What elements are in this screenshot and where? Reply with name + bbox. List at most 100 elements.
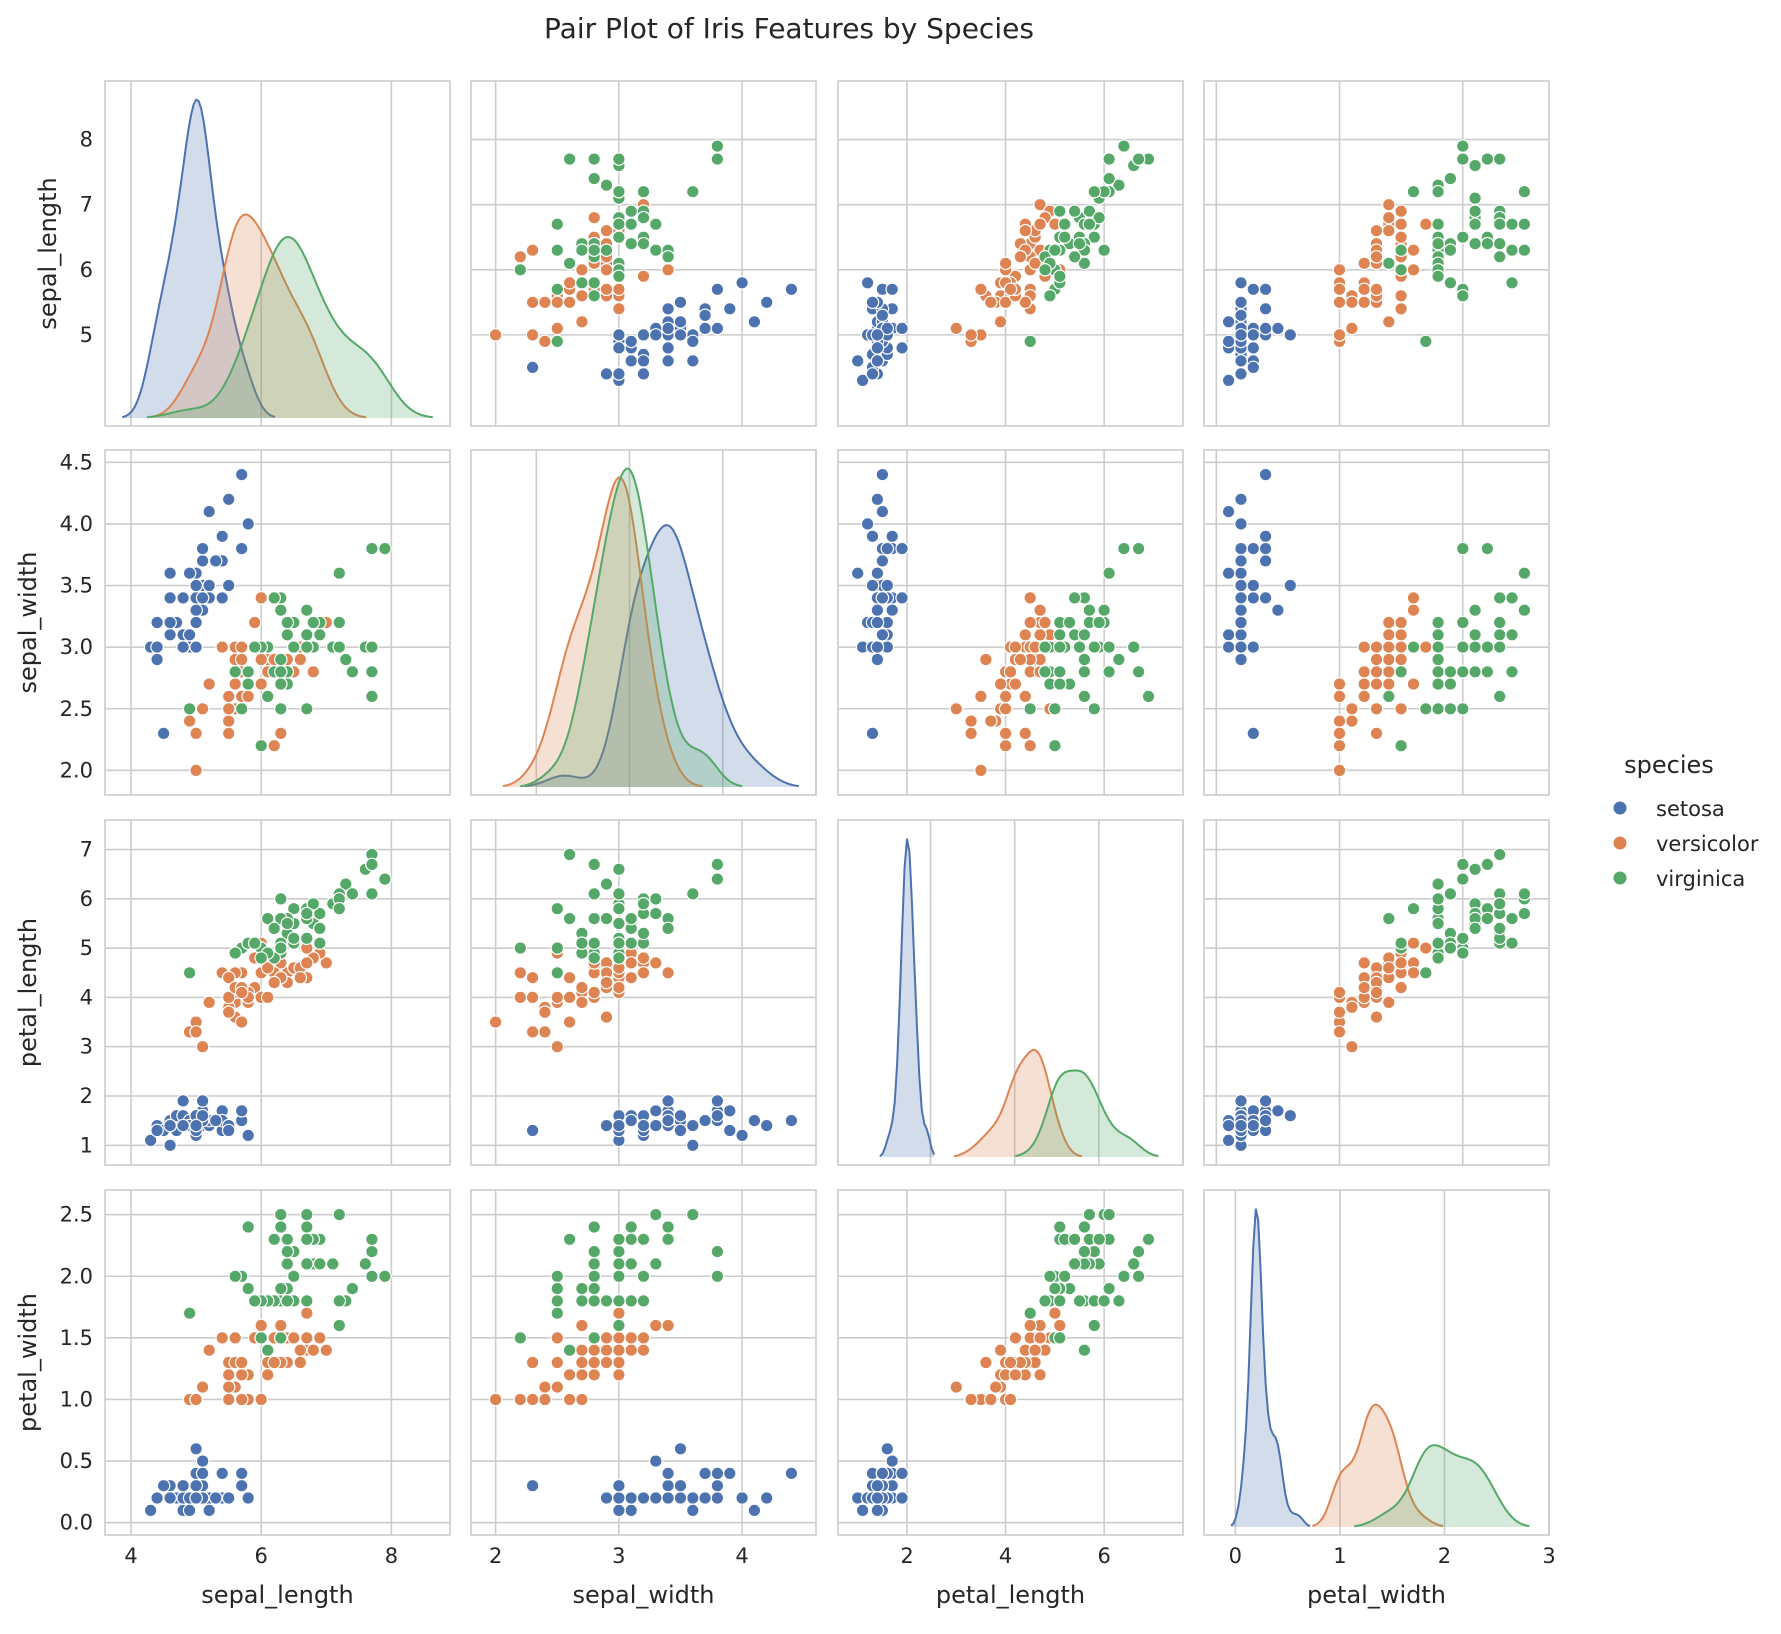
point-setosa bbox=[1221, 373, 1236, 388]
point-setosa bbox=[698, 308, 712, 323]
point-versicolor bbox=[1008, 640, 1023, 654]
point-virginica bbox=[1492, 640, 1507, 654]
panel-petal_length-vs-sepal_length: 1 2 3 4 5 6 7 petal_length bbox=[14, 819, 451, 1166]
point-versicolor bbox=[221, 1392, 236, 1407]
point-versicolor bbox=[293, 1355, 308, 1370]
x-tick-label: 0 bbox=[1229, 1544, 1242, 1568]
point-setosa bbox=[648, 1491, 663, 1505]
point-versicolor bbox=[993, 314, 1008, 329]
point-virginica bbox=[1468, 640, 1482, 654]
point-setosa bbox=[195, 554, 210, 568]
point-virginica bbox=[1097, 603, 1111, 617]
point-versicolor bbox=[254, 591, 269, 605]
point-virginica bbox=[599, 911, 614, 926]
point-virginica bbox=[1102, 1281, 1116, 1296]
point-versicolor bbox=[1345, 714, 1359, 728]
point-virginica bbox=[1082, 603, 1097, 617]
point-virginica bbox=[1077, 256, 1092, 271]
x-tick-label: 6 bbox=[1097, 1544, 1110, 1568]
point-setosa bbox=[156, 726, 171, 741]
point-virginica bbox=[1443, 701, 1458, 716]
point-versicolor bbox=[234, 1368, 249, 1382]
point-virginica bbox=[1468, 627, 1482, 642]
point-virginica bbox=[338, 877, 353, 891]
point-versicolor bbox=[1369, 1010, 1384, 1024]
point-versicolor bbox=[624, 956, 638, 970]
point-versicolor bbox=[234, 652, 249, 667]
point-setosa bbox=[176, 1094, 190, 1108]
point-setosa bbox=[1271, 1104, 1285, 1118]
point-versicolor bbox=[312, 1331, 327, 1345]
point-versicolor bbox=[587, 1368, 601, 1382]
point-virginica bbox=[1431, 640, 1445, 654]
point-setosa bbox=[176, 591, 190, 605]
point-setosa bbox=[710, 321, 725, 336]
point-setosa bbox=[1246, 360, 1261, 375]
y-axis-label: sepal_width bbox=[14, 551, 42, 693]
point-versicolor bbox=[575, 1343, 589, 1357]
point-virginica bbox=[1431, 916, 1445, 931]
point-virginica bbox=[599, 243, 614, 257]
point-setosa bbox=[163, 1138, 177, 1153]
point-versicolor bbox=[202, 1343, 216, 1357]
point-virginica bbox=[1505, 911, 1519, 926]
point-versicolor bbox=[974, 282, 988, 297]
kde-fill-setosa bbox=[879, 838, 935, 1157]
point-versicolor bbox=[538, 295, 552, 310]
point-setosa bbox=[875, 1466, 890, 1481]
panel-grid: 5 6 7 8 sepal_length 2.0 2.5 3.0 3.5 4.0 4.5 sepal_… bbox=[14, 80, 1556, 1609]
point-versicolor bbox=[221, 970, 236, 985]
point-versicolor bbox=[1394, 956, 1408, 970]
point-versicolor bbox=[1033, 197, 1047, 212]
point-setosa bbox=[195, 591, 210, 605]
point-setosa bbox=[759, 1118, 774, 1133]
point-virginica bbox=[1456, 857, 1470, 872]
point-virginica bbox=[1431, 951, 1445, 965]
point-versicolor bbox=[260, 1368, 275, 1382]
point-virginica bbox=[1419, 965, 1433, 980]
point-versicolor bbox=[525, 970, 540, 985]
point-setosa bbox=[661, 1113, 675, 1128]
point-versicolor bbox=[1382, 223, 1396, 238]
panel-frame bbox=[104, 449, 451, 796]
point-virginica bbox=[648, 892, 663, 906]
point-setosa bbox=[1271, 603, 1285, 617]
point-virginica bbox=[273, 1331, 288, 1345]
point-versicolor bbox=[1357, 282, 1371, 297]
point-virginica bbox=[612, 862, 626, 877]
point-versicolor bbox=[254, 652, 269, 667]
point-versicolor bbox=[550, 295, 565, 310]
point-versicolor bbox=[998, 295, 1013, 310]
point-virginica bbox=[1492, 847, 1507, 862]
panel-frame bbox=[470, 1189, 817, 1536]
point-versicolor bbox=[964, 714, 978, 728]
point-setosa bbox=[698, 1113, 712, 1128]
point-setosa bbox=[648, 1118, 663, 1133]
point-setosa bbox=[189, 640, 203, 654]
point-virginica bbox=[612, 916, 626, 931]
point-virginica bbox=[648, 243, 663, 257]
point-virginica bbox=[332, 1294, 347, 1308]
y-tick-label: 6 bbox=[80, 258, 93, 282]
point-virginica bbox=[1394, 936, 1408, 950]
point-versicolor bbox=[195, 701, 210, 716]
point-virginica bbox=[267, 1232, 281, 1247]
point-setosa bbox=[685, 1503, 700, 1518]
point-versicolor bbox=[1357, 677, 1371, 691]
point-virginica bbox=[1382, 911, 1396, 926]
point-setosa bbox=[880, 578, 895, 593]
point-versicolor bbox=[513, 249, 528, 264]
point-setosa bbox=[648, 1454, 663, 1468]
point-versicolor bbox=[1369, 985, 1384, 1000]
point-setosa bbox=[182, 1503, 197, 1518]
point-setosa bbox=[1258, 554, 1273, 568]
point-virginica bbox=[612, 1269, 626, 1284]
point-versicolor bbox=[599, 975, 614, 990]
point-versicolor bbox=[525, 1392, 540, 1407]
point-virginica bbox=[624, 1232, 638, 1247]
point-versicolor bbox=[1018, 223, 1033, 238]
point-setosa bbox=[1258, 541, 1273, 556]
point-setosa bbox=[525, 1478, 540, 1493]
point-setosa bbox=[150, 1491, 164, 1505]
